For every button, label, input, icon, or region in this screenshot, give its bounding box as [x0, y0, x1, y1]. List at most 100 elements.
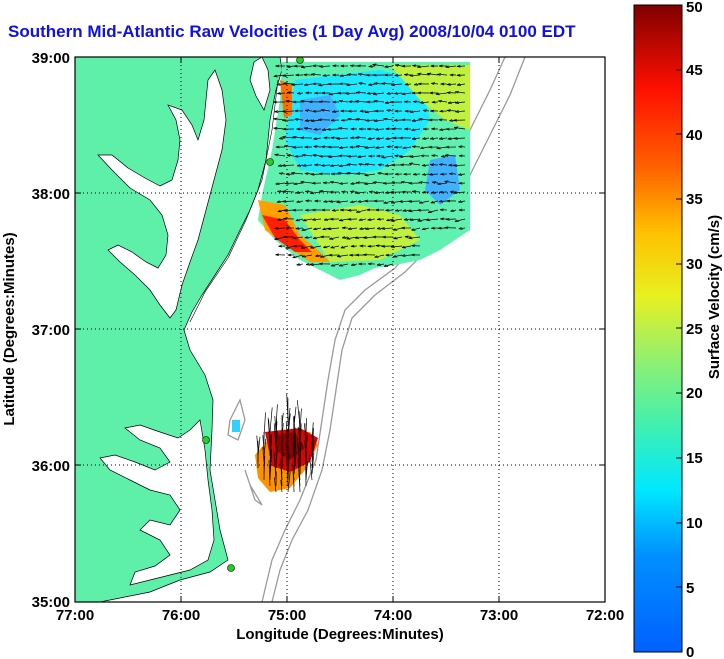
- velocity-arrow: [373, 100, 385, 103]
- velocity-arrow: [296, 128, 301, 131]
- velocity-arrow: [412, 137, 421, 140]
- colorbar-tick-label: 30: [686, 256, 703, 273]
- velocity-arrow: [422, 109, 427, 111]
- velocity-arrow: [428, 209, 439, 213]
- velocity-arrow: [446, 91, 451, 93]
- velocity-arrow: [269, 407, 273, 433]
- velocity-arrow: [346, 172, 350, 175]
- velocity-arrow: [384, 173, 388, 176]
- velocity-arrow: [286, 428, 289, 445]
- velocity-arrow: [455, 90, 460, 93]
- velocity-arrow: [299, 448, 301, 475]
- velocity-arrow: [356, 209, 367, 213]
- velocity-arrow: [329, 201, 334, 203]
- velocity-arrow: [327, 146, 332, 149]
- velocity-arrow: [408, 201, 413, 203]
- velocity-arrow: [349, 146, 354, 149]
- velocity-arrow: [404, 110, 409, 113]
- velocity-arrow: [453, 120, 458, 122]
- pamlico-sound: [99, 419, 215, 586]
- velocity-arrow: [427, 73, 431, 76]
- velocity-arrow: [455, 111, 460, 113]
- velocity-arrow: [432, 181, 436, 184]
- velocity-arrow: [286, 154, 291, 156]
- velocity-arrow: [355, 192, 360, 195]
- velocity-arrow: [403, 173, 408, 176]
- velocity-arrow: [431, 227, 435, 230]
- velocity-arrow: [419, 102, 424, 104]
- velocity-arrow: [444, 154, 449, 157]
- velocity-arrow: [355, 137, 360, 140]
- velocity-arrow: [395, 210, 400, 212]
- velocity-arrow: [305, 200, 309, 203]
- velocity-arrow: [401, 254, 412, 257]
- velocity-arrow: [282, 236, 287, 239]
- velocity-arrow: [282, 200, 295, 202]
- velocity-arrow: [286, 174, 290, 176]
- velocity-arrow: [310, 120, 315, 123]
- velocity-arrow: [262, 447, 265, 463]
- y-tick-label: 37:00: [32, 322, 70, 339]
- velocity-arrow: [336, 200, 349, 203]
- velocity-arrow: [284, 145, 295, 148]
- colorbar-tick-label: 0: [686, 644, 694, 659]
- velocity-arrow: [283, 218, 287, 221]
- colorbar-tick-label: 45: [686, 62, 703, 79]
- velocity-arrow: [321, 165, 325, 167]
- velocity-arrow: [422, 174, 426, 176]
- velocity-arrow: [445, 146, 450, 149]
- velocity-arrow: [458, 155, 463, 158]
- velocity-arrow: [418, 118, 430, 121]
- velocity-arrow: [286, 66, 291, 68]
- velocity-arrow: [292, 236, 304, 239]
- x-tick-label: 76:00: [162, 607, 200, 624]
- velocity-arrow: [273, 117, 278, 120]
- velocity-arrow: [391, 246, 395, 249]
- velocity-arrow: [312, 154, 316, 157]
- y-axis-label: Latitude (Degrees:Minutes): [1, 232, 18, 425]
- velocity-arrow: [304, 84, 309, 87]
- velocity-arrow: [454, 127, 458, 130]
- velocity-arrow: [376, 228, 381, 230]
- velocity-arrow: [409, 110, 421, 113]
- velocity-arrow: [358, 163, 367, 166]
- velocity-arrow: [408, 237, 413, 240]
- velocity-arrow: [293, 65, 298, 68]
- velocity-arrow: [355, 254, 360, 257]
- velocity-arrow: [337, 172, 349, 175]
- velocity-arrow: [336, 202, 341, 204]
- velocity-arrow: [417, 209, 422, 212]
- velocity-arrow: [341, 227, 346, 230]
- velocity-arrow: [364, 146, 376, 149]
- velocity-arrow: [292, 209, 297, 212]
- chesapeake-bay: [97, 69, 227, 319]
- colorbar-tick-label: 5: [686, 580, 694, 597]
- velocity-arrow: [411, 191, 421, 193]
- velocity-arrow: [439, 209, 444, 212]
- velocity-arrow: [346, 172, 358, 175]
- velocity-arrow: [327, 228, 332, 231]
- velocity-arrow: [338, 127, 343, 129]
- velocity-arrow: [418, 117, 423, 120]
- velocity-arrow: [287, 407, 291, 433]
- velocity-arrow: [365, 163, 376, 166]
- velocity-arrow: [393, 254, 403, 258]
- velocity-arrow: [274, 416, 277, 433]
- velocity-arrow: [282, 201, 287, 203]
- velocity-arrow: [338, 127, 342, 130]
- velocity-arrow: [339, 218, 349, 221]
- velocity-arrow: [356, 173, 360, 176]
- velocity-arrow: [304, 109, 309, 113]
- velocity-arrow: [347, 155, 358, 157]
- velocity-arrow: [282, 164, 295, 167]
- velocity-arrow: [337, 171, 342, 174]
- velocity-arrow: [364, 175, 369, 177]
- velocity-arrow: [327, 83, 332, 86]
- velocity-arrow: [401, 119, 406, 122]
- velocity-arrow: [377, 164, 382, 167]
- velocity-arrow: [347, 227, 358, 230]
- velocity-arrow: [273, 118, 286, 121]
- velocity-arrow: [311, 453, 314, 469]
- velocity-arrow: [347, 228, 352, 231]
- x-tick-label: 73:00: [480, 607, 518, 624]
